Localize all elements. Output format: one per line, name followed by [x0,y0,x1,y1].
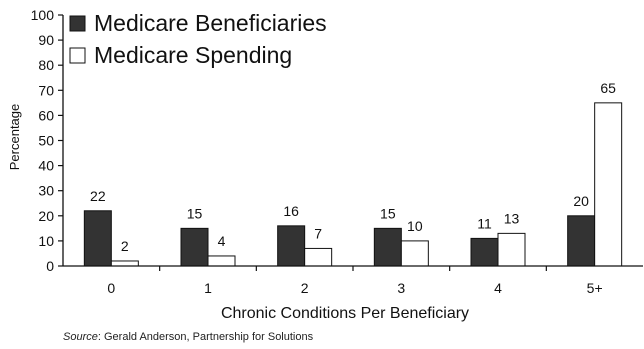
data-label-beneficiaries: 22 [90,188,106,204]
bar-beneficiaries [373,227,402,267]
bar-beneficiaries [567,215,596,267]
bar-beneficiaries [180,227,209,267]
y-tick-label: 70 [38,82,54,98]
y-tick-label: 100 [31,7,55,23]
source-label: Source [63,331,98,343]
y-tick-label: 90 [38,32,54,48]
bar-spending [207,255,236,267]
data-label-beneficiaries: 16 [283,203,299,219]
data-label-beneficiaries: 20 [573,193,589,209]
bar-spending [497,232,526,267]
y-tick-label: 20 [38,208,54,224]
bar-beneficiaries [470,237,499,267]
y-tick-label: 10 [38,233,54,249]
source-note: Source: Gerald Anderson, Partnership for… [63,331,313,343]
bar-spending [110,260,139,267]
data-label-beneficiaries: 15 [380,205,396,221]
x-axis-ticks: 0 1 2 3 4 5+ [107,266,603,296]
legend: Medicare Beneficiaries Medicare Spending [69,10,327,68]
y-tick-label: 80 [38,57,54,73]
source-colon: : [97,331,104,343]
data-label-beneficiaries: 11 [477,215,492,231]
bar-beneficiaries [83,210,112,267]
data-label-spending: 10 [407,218,423,234]
data-label-beneficiaries: 15 [187,205,203,221]
x-tick-label: 0 [107,280,115,296]
y-tick-label: 50 [38,133,54,149]
legend-label-beneficiaries: Medicare Beneficiaries [94,10,327,36]
y-tick-label: 60 [38,107,54,123]
data-label-spending: 13 [504,210,520,226]
y-axis-label: Percentage [7,104,22,171]
y-axis-ticks: 0 10 20 30 40 50 60 70 80 90 100 [31,7,63,274]
data-label-spending: 4 [218,233,226,249]
legend-swatch-beneficiaries [69,15,86,32]
bar-spending [304,247,333,267]
bar-spending [594,102,623,267]
data-label-spending: 65 [600,80,616,96]
bar-spending [400,240,429,267]
y-tick-label: 40 [38,158,54,174]
bars [83,102,623,267]
source-text: Gerald Anderson, Partnership for Solutio… [103,331,314,343]
x-tick-label: 1 [204,280,212,296]
data-label-spending: 7 [314,225,322,241]
legend-swatch-spending [69,47,86,64]
x-axis-label: Chronic Conditions Per Beneficiary [221,305,469,322]
y-tick-label: 30 [38,183,54,199]
legend-label-spending: Medicare Spending [94,42,292,68]
x-tick-label: 5+ [587,280,603,296]
x-tick-label: 2 [301,280,309,296]
y-tick-label: 0 [46,258,54,274]
data-label-spending: 2 [121,238,129,254]
x-tick-label: 4 [494,280,502,296]
bar-beneficiaries [277,225,306,267]
x-tick-label: 3 [397,280,405,296]
